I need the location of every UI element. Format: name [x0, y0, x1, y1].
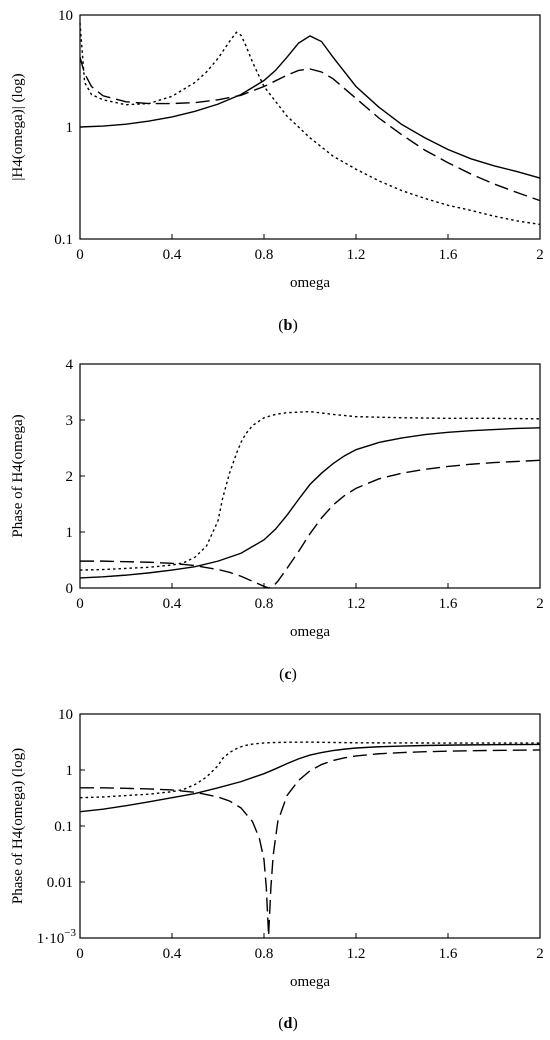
chart-d-x-tick-label: 2 — [536, 946, 544, 962]
chart-c-series-solid-line — [79, 427, 541, 579]
chart-d-series-group — [79, 741, 541, 936]
chart-c-x-tick-label: 2 — [536, 596, 544, 612]
chart-d-y-tick-label: 0.1 — [54, 819, 73, 835]
chart-b-x-tick-label: 0.8 — [255, 247, 274, 263]
chart-c-y-tick-label: 3 — [66, 413, 74, 429]
chart-b-y-axis-label: |H4(omega)| (log) — [10, 73, 26, 180]
chart-c-y-tick-label: 0 — [66, 581, 74, 597]
chart-b-series-solid-line — [79, 35, 541, 179]
chart-d-series-dashed-line — [80, 749, 541, 936]
chart-d-y-tick-label: 10 — [58, 707, 73, 723]
chart-d-ticks-group: 0 0.4 0.8 1.2 1.6 2 1·10−3 0.01 0.1 1 10 — [37, 707, 544, 962]
chart-d-x-tick-label: 1.6 — [439, 946, 458, 962]
chart-c-panel-label: (c) — [279, 666, 297, 683]
chart-d-panel-letter: d — [284, 1015, 293, 1032]
chart-d-y-tick-label: 1 — [66, 763, 74, 779]
chart-c-plot-frame — [79, 363, 541, 589]
chart-b-x-tick-label: 1.6 — [439, 247, 458, 263]
chart-b-series-dotted-line — [79, 22, 541, 226]
chart-d-y-axis-label: Phase of H4(omega) (log) — [10, 748, 26, 904]
chart-d-x-tick-label: 0 — [76, 946, 84, 962]
chart-b-y-tick-label: 1 — [66, 120, 74, 136]
chart-b-ticks-group: 0 0.4 0.8 1.2 1.6 2 0.1 1 10 — [54, 8, 544, 263]
chart-c-series-dashed-line — [80, 459, 541, 589]
chart-c-y-tick-label: 1 — [66, 525, 74, 541]
chart-c-ticks-group: 0 0.4 0.8 1.2 1.6 2 0 1 2 3 4 — [66, 357, 544, 612]
chart-b-x-tick-label: 0 — [76, 247, 84, 263]
chart-c-x-axis-label: omega — [290, 624, 330, 640]
chart-d-y-tick-label: 0.01 — [47, 875, 73, 891]
chart-b-x-tick-label: 0.4 — [163, 247, 182, 263]
chart-d-plot-frame — [79, 713, 541, 939]
chart-c-panel-letter: c — [284, 666, 291, 683]
chart-c-series-dotted-line — [79, 410, 541, 571]
chart-c-y-axis-label: Phase of H4(omega) — [10, 414, 26, 537]
chart-b-series-group — [79, 22, 541, 226]
chart-b-x-axis-label: omega — [290, 275, 330, 291]
chart-b-y-tick-label: 10 — [58, 8, 73, 24]
chart-c-series-group — [79, 410, 541, 589]
chart-d: 0 0.4 0.8 1.2 1.6 2 1·10−3 0.01 0.1 1 10 omega Pha… — [10, 707, 544, 1032]
chart-b-series-dashed-line — [79, 57, 541, 202]
chart-b-plot-frame — [79, 14, 541, 240]
chart-d-series-solid-line — [79, 743, 541, 813]
chart-c-x-tick-label: 0 — [76, 596, 84, 612]
chart-d-panel-label: (d) — [278, 1015, 298, 1032]
chart-c-y-tick-label: 2 — [66, 469, 74, 485]
chart-d-x-tick-label: 0.8 — [255, 946, 274, 962]
chart-c-x-tick-label: 0.4 — [163, 596, 182, 612]
chart-d-x-tick-label: 1.2 — [347, 946, 366, 962]
chart-b-panel-letter: b — [284, 317, 293, 334]
chart-b-x-tick-label: 1.2 — [347, 247, 366, 263]
chart-d-x-tick-label: 0.4 — [163, 946, 182, 962]
chart-c-x-tick-label: 0.8 — [255, 596, 274, 612]
chart-d-x-axis-label: omega — [290, 974, 330, 990]
chart-d-series-dotted-line — [79, 741, 541, 799]
chart-b-y-tick-label: 0.1 — [54, 232, 73, 248]
chart-b-x-tick-label: 2 — [536, 247, 544, 263]
chart-b-panel-label: (b) — [278, 317, 298, 334]
chart-b: 0 0.4 0.8 1.2 1.6 2 0.1 1 10 omega |H4(omega)| (… — [10, 8, 544, 334]
chart-d-y-tick-label: 1·10−3 — [37, 927, 77, 947]
chart-c-y-tick-label: 4 — [66, 357, 74, 373]
chart-c-x-tick-label: 1.2 — [347, 596, 366, 612]
chart-c-x-tick-label: 1.6 — [439, 596, 458, 612]
chart-c: 0 0.4 0.8 1.2 1.6 2 0 1 2 3 4 omega Phase of H4(om… — [10, 357, 544, 683]
